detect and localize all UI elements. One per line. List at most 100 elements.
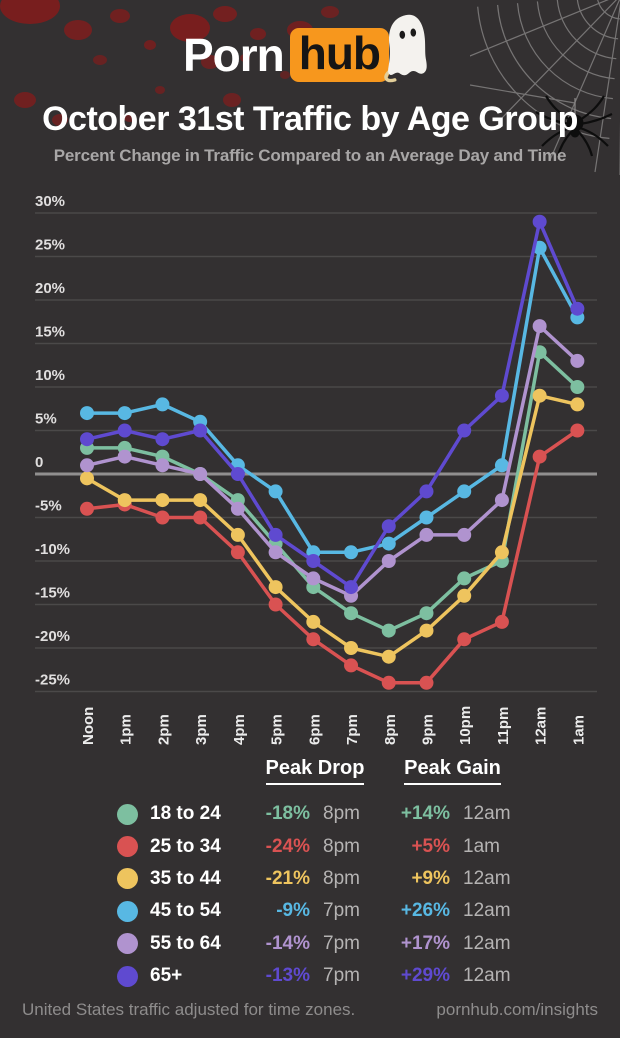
- peak-drop-time: 8pm: [323, 803, 360, 825]
- data-point-25-to-34: [570, 423, 585, 438]
- data-point-35-to-44: [494, 545, 509, 560]
- data-point-35-to-44: [268, 580, 283, 595]
- series-dot-65-plus: [117, 965, 138, 987]
- peak-gain-value: +14%: [400, 803, 450, 825]
- peak-gain-value: +9%: [411, 867, 450, 889]
- peak-gain-header: Peak Gain: [380, 757, 525, 785]
- data-point-35-to-44: [344, 641, 359, 655]
- data-point-25-to-34: [532, 449, 547, 464]
- data-point-65-: [532, 214, 547, 229]
- series-dot-25-to-34: [117, 836, 138, 858]
- data-point-25-to-34: [268, 597, 283, 612]
- data-point-25-to-34: [230, 545, 245, 560]
- data-point-55-to-64: [230, 501, 245, 516]
- y-axis-label: 15%: [35, 324, 65, 341]
- data-point-45-to-54: [344, 545, 359, 560]
- y-axis-label: 0: [35, 454, 43, 471]
- data-point-25-to-34: [381, 675, 396, 690]
- data-point-25-to-34: [419, 675, 434, 690]
- data-point-55-to-64: [117, 449, 132, 464]
- y-axis-label: 30%: [35, 193, 65, 210]
- peak-drop-time: 7pm: [323, 965, 360, 987]
- y-axis-label: -15%: [35, 585, 70, 602]
- data-point-35-to-44: [381, 649, 396, 664]
- data-point-65-: [306, 554, 321, 568]
- peak-drop-time: 7pm: [323, 900, 360, 922]
- data-point-45-to-54: [457, 484, 472, 499]
- data-point-55-to-64: [570, 353, 585, 368]
- peak-drop-value: -24%: [265, 835, 310, 857]
- x-axis-label: 12am: [533, 707, 550, 745]
- data-point-25-to-34: [155, 510, 170, 525]
- x-axis-label: 3pm: [193, 714, 210, 745]
- series-label: 35 to 44: [150, 867, 221, 889]
- data-point-18-to-24: [570, 380, 585, 394]
- peak-gain-time: 12am: [463, 965, 511, 987]
- logo-text-hub: hub: [289, 28, 390, 83]
- data-point-65-: [344, 580, 359, 595]
- y-axis-label: 10%: [35, 367, 65, 384]
- data-point-65-: [117, 423, 132, 438]
- page-title: October 31st Traffic by Age Group: [42, 100, 578, 138]
- series-dot-35-to-44: [117, 868, 138, 890]
- data-point-18-to-24: [381, 623, 396, 638]
- peak-drop-value: -9%: [276, 900, 310, 922]
- data-point-45-to-54: [155, 397, 170, 412]
- y-axis-label: -20%: [35, 628, 70, 645]
- peak-gain-value: +5%: [411, 835, 450, 857]
- series-label: 18 to 24: [150, 803, 221, 825]
- peak-drop-time: 8pm: [323, 867, 360, 889]
- data-point-55-to-64: [268, 545, 283, 560]
- peak-gain-time: 12am: [463, 900, 511, 922]
- x-axis-label: 6pm: [306, 714, 323, 745]
- peak-gain-time: 12am: [463, 932, 511, 954]
- data-point-55-to-64: [457, 527, 472, 542]
- data-point-55-to-64: [381, 554, 396, 568]
- data-point-18-to-24: [344, 606, 359, 621]
- x-axis-label: 9pm: [419, 714, 436, 745]
- x-axis-label: 8pm: [382, 714, 399, 745]
- y-axis-label: 20%: [35, 280, 65, 297]
- data-point-45-to-54: [419, 510, 434, 525]
- y-axis-label: -5%: [35, 498, 62, 515]
- peak-gain-time: 12am: [463, 803, 511, 825]
- x-axis-label: 7pm: [344, 714, 361, 745]
- x-axis-label: 1pm: [118, 714, 135, 745]
- footer-site-link: pornhub.com/insights: [436, 1000, 598, 1019]
- legend-header-row: Peak Drop Peak Gain: [95, 757, 535, 785]
- legend-row: 45 to 54 -9% 7pm +26% 12am: [95, 895, 535, 927]
- data-point-35-to-44: [230, 527, 245, 542]
- series-label: 65+: [150, 965, 183, 987]
- series-dot-45-to-54: [117, 900, 138, 922]
- data-point-65-: [193, 423, 208, 438]
- legend-row: 25 to 34 -24% 8pm +5% 1am: [95, 830, 535, 862]
- data-point-18-to-24: [457, 571, 472, 586]
- x-axis-label: 4pm: [231, 714, 248, 745]
- data-point-25-to-34: [457, 632, 472, 647]
- legend-row: 55 to 64 -14% 7pm +17% 12am: [95, 928, 535, 960]
- x-axis-label: 5pm: [269, 714, 286, 745]
- data-point-25-to-34: [494, 614, 509, 629]
- x-axis-label: Noon: [80, 707, 97, 745]
- data-point-35-to-44: [80, 471, 94, 486]
- footer: United States traffic adjusted for time …: [22, 1000, 598, 1020]
- peak-drop-value: -13%: [265, 965, 310, 987]
- data-point-65-: [381, 519, 396, 534]
- data-point-65-: [494, 388, 509, 403]
- series-label: 55 to 64: [150, 932, 221, 954]
- data-point-25-to-34: [344, 658, 359, 673]
- peak-drop-value: -14%: [265, 932, 310, 954]
- peak-gain-value: +26%: [400, 900, 450, 922]
- page-subtitle: Percent Change in Traffic Compared to an…: [53, 146, 567, 165]
- peak-drop-time: 7pm: [323, 932, 360, 954]
- legend-table: Peak Drop Peak Gain 18 to 24 -18% 8pm +1…: [95, 757, 535, 992]
- legend-row: 18 to 24 -18% 8pm +14% 12am: [95, 798, 535, 830]
- data-point-45-to-54: [80, 406, 94, 421]
- data-point-35-to-44: [193, 493, 208, 508]
- blood-splatter-decoration: [0, 0, 369, 126]
- x-axis-label: 11pm: [495, 707, 512, 745]
- footer-note: United States traffic adjusted for time …: [22, 1000, 356, 1019]
- peak-gain-time: 1am: [463, 835, 500, 857]
- data-point-35-to-44: [457, 588, 472, 603]
